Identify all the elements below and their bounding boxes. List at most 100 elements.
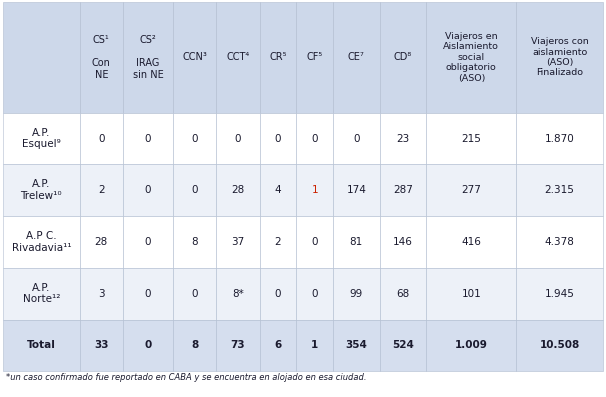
Bar xyxy=(379,268,426,320)
Bar xyxy=(216,216,259,268)
Text: CS²

IRAG
sin NE: CS² IRAG sin NE xyxy=(133,35,164,80)
Text: 37: 37 xyxy=(231,237,245,247)
Bar xyxy=(296,164,333,216)
Bar xyxy=(426,268,516,320)
Text: 0: 0 xyxy=(353,134,359,144)
Bar xyxy=(216,113,259,164)
Text: Total: Total xyxy=(27,340,56,350)
Text: 0: 0 xyxy=(191,134,198,144)
Bar xyxy=(379,216,426,268)
Bar xyxy=(516,320,603,371)
Text: 8: 8 xyxy=(191,237,198,247)
Text: *un caso confirmado fue reportado en CABA y se encuentra en alojado en esa ciuda: *un caso confirmado fue reportado en CAB… xyxy=(6,373,367,382)
Text: 28: 28 xyxy=(231,185,245,195)
Bar xyxy=(516,164,603,216)
Text: A.P C.
Rivadavia¹¹: A.P C. Rivadavia¹¹ xyxy=(12,231,71,253)
Text: 174: 174 xyxy=(347,185,366,195)
Text: 2: 2 xyxy=(275,237,281,247)
Bar xyxy=(379,113,426,164)
Bar xyxy=(259,216,296,268)
Text: 416: 416 xyxy=(461,237,481,247)
Text: 0: 0 xyxy=(98,134,105,144)
Bar xyxy=(296,216,333,268)
Bar xyxy=(123,113,173,164)
Bar xyxy=(173,216,216,268)
Bar xyxy=(80,113,123,164)
Text: 0: 0 xyxy=(275,134,281,144)
Text: Viajeros con
aislamiento
(ASO)
Finalizado: Viajeros con aislamiento (ASO) Finalizad… xyxy=(531,37,588,77)
Bar xyxy=(173,268,216,320)
Bar xyxy=(333,268,379,320)
Text: 6: 6 xyxy=(275,340,282,350)
Bar xyxy=(333,320,379,371)
Text: 8: 8 xyxy=(191,340,198,350)
Text: 8*: 8* xyxy=(232,289,244,299)
Bar xyxy=(516,2,603,113)
Text: 68: 68 xyxy=(396,289,410,299)
Text: A.P.
Trelew¹⁰: A.P. Trelew¹⁰ xyxy=(21,179,62,201)
Bar xyxy=(333,2,379,113)
Bar xyxy=(259,2,296,113)
Text: 0: 0 xyxy=(145,237,152,247)
Bar xyxy=(333,216,379,268)
Text: 4.378: 4.378 xyxy=(545,237,574,247)
Text: A.P.
Esquel⁹: A.P. Esquel⁹ xyxy=(22,128,61,149)
Text: CF⁵: CF⁵ xyxy=(307,52,323,62)
Text: 0: 0 xyxy=(311,289,318,299)
Text: CCN³: CCN³ xyxy=(182,52,207,62)
Text: Viajeros en
Aislamiento
social
obligatorio
(ASO): Viajeros en Aislamiento social obligator… xyxy=(444,32,499,83)
Text: 0: 0 xyxy=(145,185,152,195)
Bar xyxy=(216,320,259,371)
Bar xyxy=(296,2,333,113)
Bar xyxy=(259,113,296,164)
Text: A.P.
Norte¹²: A.P. Norte¹² xyxy=(22,283,60,304)
Bar xyxy=(173,113,216,164)
Bar xyxy=(426,320,516,371)
Text: 0: 0 xyxy=(235,134,241,144)
Bar xyxy=(173,164,216,216)
Text: 0: 0 xyxy=(145,134,152,144)
Text: 354: 354 xyxy=(345,340,367,350)
Bar xyxy=(80,2,123,113)
Text: 3: 3 xyxy=(98,289,105,299)
Bar xyxy=(259,164,296,216)
Bar xyxy=(426,2,516,113)
Bar xyxy=(426,216,516,268)
Text: CS¹

Con
NE: CS¹ Con NE xyxy=(92,35,111,80)
Text: 10.508: 10.508 xyxy=(539,340,580,350)
Text: 33: 33 xyxy=(94,340,108,350)
Bar xyxy=(80,268,123,320)
Bar xyxy=(296,113,333,164)
Text: 1.009: 1.009 xyxy=(455,340,488,350)
Bar xyxy=(80,164,123,216)
Text: 1.945: 1.945 xyxy=(545,289,574,299)
Bar xyxy=(216,164,259,216)
Text: 215: 215 xyxy=(461,134,481,144)
Text: 0: 0 xyxy=(311,237,318,247)
Text: CD⁸: CD⁸ xyxy=(394,52,412,62)
Text: CR⁵: CR⁵ xyxy=(269,52,287,62)
Text: 0: 0 xyxy=(191,185,198,195)
Bar xyxy=(333,164,379,216)
Bar xyxy=(379,2,426,113)
Bar xyxy=(173,320,216,371)
Text: 0: 0 xyxy=(145,289,152,299)
Bar xyxy=(296,268,333,320)
Bar xyxy=(123,216,173,268)
Text: 2.315: 2.315 xyxy=(545,185,574,195)
Text: 0: 0 xyxy=(144,340,152,350)
Bar xyxy=(426,113,516,164)
Bar xyxy=(379,164,426,216)
Bar xyxy=(3,268,80,320)
Bar xyxy=(379,320,426,371)
Bar xyxy=(3,164,80,216)
Text: 1: 1 xyxy=(311,340,318,350)
Text: 4: 4 xyxy=(275,185,281,195)
Bar xyxy=(173,2,216,113)
Bar xyxy=(123,2,173,113)
Bar xyxy=(259,320,296,371)
Bar xyxy=(80,320,123,371)
Bar xyxy=(516,113,603,164)
Text: 0: 0 xyxy=(275,289,281,299)
Bar xyxy=(216,2,259,113)
